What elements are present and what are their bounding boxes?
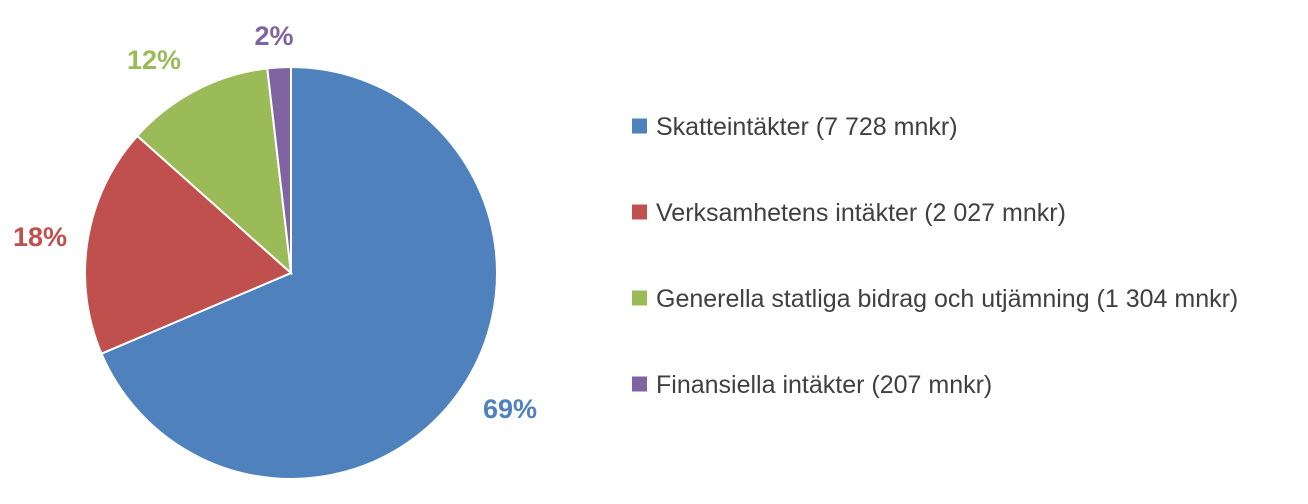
percent-label-2: 18%: [13, 222, 67, 252]
legend-item-1: Skatteintäkter (7 728 mnkr): [632, 113, 958, 141]
percent-labels: 69% 18% 12% 2%: [13, 21, 537, 424]
pie-slice-4: [266, 65, 292, 274]
percent-label-1: 69%: [483, 394, 537, 424]
legend: Skatteintäkter (7 728 mnkr) Verksamhetens…: [632, 113, 1238, 399]
legend-item-3: Generella statliga bidrag och utjämning …: [632, 285, 1238, 313]
pie-slice-1: [100, 65, 498, 480]
legend-label-3: Generella statliga bidrag och utjämning …: [656, 285, 1238, 313]
percent-label-4: 2%: [254, 21, 293, 51]
legend-item-4: Finansiella intäkter (207 mnkr): [632, 371, 992, 399]
legend-item-2: Verksamhetens intäkter (2 027 mnkr): [632, 199, 1066, 227]
legend-label-2: Verksamhetens intäkter (2 027 mnkr): [656, 199, 1066, 227]
pie-slices: [84, 65, 498, 480]
legend-label-4: Finansiella intäkter (207 mnkr): [656, 371, 992, 399]
legend-label-1: Skatteintäkter (7 728 mnkr): [656, 113, 958, 141]
pie-slice-2: [84, 134, 293, 355]
legend-swatch-4: [632, 376, 647, 392]
legend-swatch-2: [632, 204, 647, 220]
legend-swatch-1: [632, 118, 647, 134]
percent-label-3: 12%: [127, 45, 181, 75]
legend-swatch-3: [632, 290, 647, 306]
pie-slice-3: [135, 67, 293, 276]
